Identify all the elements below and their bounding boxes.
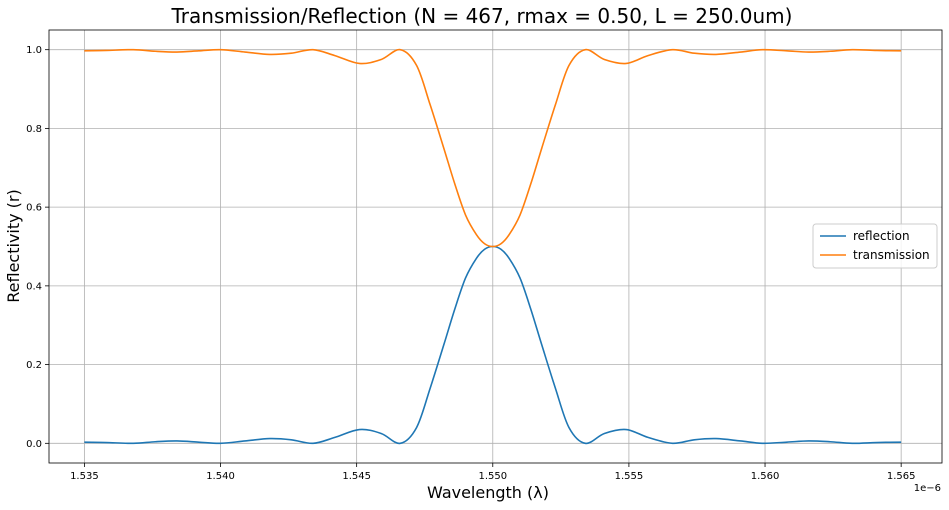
y-tick-label: 0.6	[26, 203, 42, 214]
plot-lines	[84, 48, 902, 445]
y-axis-label: Reflectivity (r)	[4, 189, 23, 302]
plot-frame	[48, 29, 943, 464]
y-tick-label: 0.8	[26, 124, 42, 135]
y-tick-label: 1.0	[26, 45, 42, 56]
x-axis-label: Wavelength (λ)	[427, 483, 549, 502]
legend-box	[812, 223, 938, 269]
y-tick-label: 0.0	[26, 439, 42, 450]
x-ticks: 1.535 1.540 1.545 1.550 1.555 1.560 1.565	[70, 463, 915, 482]
legend-label-transmission: transmission	[853, 248, 930, 262]
legend-label-reflection: reflection	[853, 229, 910, 243]
grid	[49, 30, 942, 463]
y-ticks: 0.0 0.2 0.4 0.6 0.8 1.0	[26, 45, 49, 450]
legend: reflection transmission	[812, 223, 938, 269]
series-line-transmission	[84, 48, 902, 248]
x-tick-label: 1.565	[887, 471, 916, 482]
x-tick-label: 1.560	[751, 471, 780, 482]
y-tick-label: 0.2	[26, 360, 42, 371]
x-tick-label: 1.555	[615, 471, 644, 482]
x-offset-label: 1e−6	[914, 483, 941, 494]
x-tick-label: 1.535	[70, 471, 99, 482]
x-tick-label: 1.550	[478, 471, 507, 482]
chart-title: Transmission/Reflection (N = 467, rmax =…	[171, 4, 793, 28]
y-tick-label: 0.4	[26, 281, 42, 292]
x-tick-label: 1.540	[206, 471, 235, 482]
x-tick-label: 1.545	[342, 471, 371, 482]
